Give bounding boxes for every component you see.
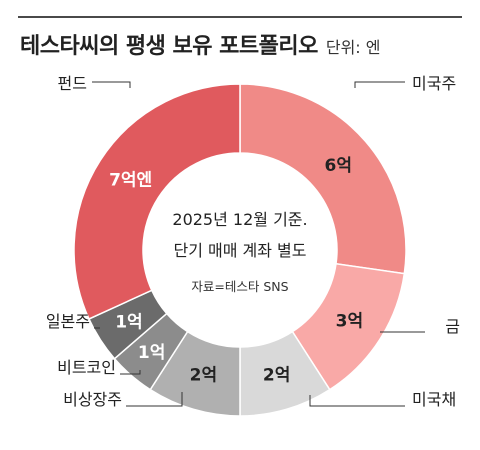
slice-label-2: 미국채 bbox=[412, 390, 456, 409]
slice-label-3: 비상장주 bbox=[63, 390, 122, 409]
slice-value-1: 3억 bbox=[336, 311, 363, 331]
slice-6 bbox=[73, 83, 241, 320]
center-source: 자료=테스타 SNS bbox=[191, 279, 288, 294]
slice-0 bbox=[239, 83, 407, 275]
center-line-2: 단기 매매 계좌 별도 bbox=[173, 241, 306, 260]
chart-title: 테스타씨의 평생 보유 포트폴리오 bbox=[20, 34, 318, 59]
top-rule bbox=[18, 16, 462, 18]
leader-line-2 bbox=[309, 395, 405, 407]
slice-value-5: 1억 bbox=[115, 312, 142, 332]
leader-line-6 bbox=[92, 81, 131, 88]
slice-value-0: 6억 bbox=[325, 156, 352, 176]
unit-label: 단위: 엔 bbox=[325, 38, 381, 57]
leader-line-4 bbox=[120, 370, 141, 375]
center-line-1: 2025년 12월 기준. bbox=[172, 210, 307, 229]
slice-label-6: 펀드 bbox=[58, 74, 87, 93]
slice-value-3: 2억 bbox=[190, 366, 217, 386]
leader-line-0 bbox=[354, 81, 405, 88]
title-row: 테스타씨의 평생 보유 포트폴리오 단위: 엔 bbox=[20, 28, 380, 60]
slice-label-4: 비트코인 bbox=[57, 358, 116, 377]
slice-label-5: 일본주 bbox=[46, 312, 90, 331]
slice-value-2: 2억 bbox=[263, 366, 290, 386]
leader-line-3 bbox=[126, 392, 183, 407]
slice-value-6: 7억엔 bbox=[109, 171, 152, 191]
slice-label-0: 미국주 bbox=[412, 74, 456, 93]
slice-value-4: 1억 bbox=[138, 343, 165, 363]
slice-label-1: 금 bbox=[445, 317, 460, 336]
